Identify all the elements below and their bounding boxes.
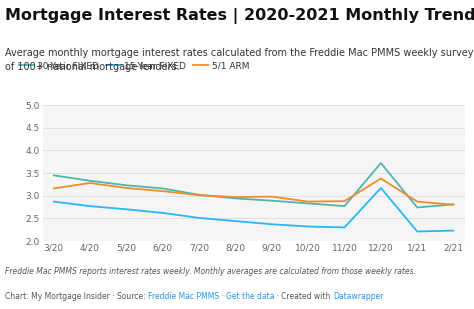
Text: Average monthly mortgage interest rates calculated from the Freddie Mac PMMS wee: Average monthly mortgage interest rates … [5, 48, 473, 72]
Text: · Created with: · Created with [274, 292, 333, 301]
Text: Freddie Mac PMMS: Freddie Mac PMMS [148, 292, 219, 301]
Text: Datawrapper: Datawrapper [333, 292, 383, 301]
Text: Mortgage Interest Rates | 2020-2021 Monthly Trends: Mortgage Interest Rates | 2020-2021 Mont… [5, 8, 474, 24]
Text: Get the data: Get the data [226, 292, 274, 301]
Text: ·: · [219, 292, 226, 301]
Text: Freddie Mac PMMS reports interest rates weekly. Monthly averages are calculated : Freddie Mac PMMS reports interest rates … [5, 267, 416, 276]
Legend: 30-Year FIXED, 15-Year FIXED, 5/1 ARM: 30-Year FIXED, 15-Year FIXED, 5/1 ARM [16, 58, 253, 74]
Text: Chart: My Mortgage Insider · Source:: Chart: My Mortgage Insider · Source: [5, 292, 148, 301]
